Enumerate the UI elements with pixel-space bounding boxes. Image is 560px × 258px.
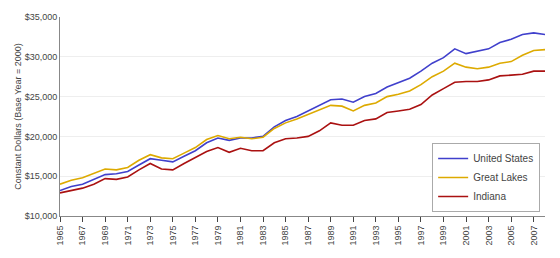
svg-text:$10,000: $10,000 — [25, 211, 58, 221]
svg-text:Great Lakes: Great Lakes — [473, 172, 527, 183]
svg-text:1977: 1977 — [190, 226, 200, 246]
svg-text:1981: 1981 — [235, 226, 245, 246]
svg-text:United States: United States — [473, 153, 533, 164]
svg-text:2005: 2005 — [506, 226, 516, 246]
svg-text:1987: 1987 — [303, 226, 313, 246]
svg-text:1975: 1975 — [168, 226, 178, 246]
svg-text:$15,000: $15,000 — [25, 171, 58, 181]
svg-text:Indiana: Indiana — [473, 191, 506, 202]
svg-text:1995: 1995 — [393, 226, 403, 246]
svg-text:1979: 1979 — [213, 226, 223, 246]
svg-text:1997: 1997 — [416, 226, 426, 246]
svg-text:$20,000: $20,000 — [25, 132, 58, 142]
svg-text:1973: 1973 — [145, 226, 155, 246]
svg-text:1983: 1983 — [258, 226, 268, 246]
svg-text:2001: 2001 — [461, 226, 471, 246]
svg-text:1971: 1971 — [123, 226, 133, 246]
svg-text:1991: 1991 — [348, 226, 358, 246]
svg-text:1969: 1969 — [100, 226, 110, 246]
svg-text:1989: 1989 — [326, 226, 336, 246]
svg-text:1985: 1985 — [281, 226, 291, 246]
svg-text:1993: 1993 — [371, 226, 381, 246]
svg-text:2003: 2003 — [484, 226, 494, 246]
svg-text:1965: 1965 — [55, 226, 65, 246]
svg-text:Constant Dollars (Base Year =: Constant Dollars (Base Year = 2000) — [13, 43, 23, 189]
svg-text:2007: 2007 — [529, 226, 539, 246]
svg-text:$25,000: $25,000 — [25, 92, 58, 102]
svg-text:$35,000: $35,000 — [25, 12, 58, 22]
svg-text:1967: 1967 — [77, 226, 87, 246]
svg-text:$30,000: $30,000 — [25, 52, 58, 62]
svg-text:1999: 1999 — [438, 226, 448, 246]
